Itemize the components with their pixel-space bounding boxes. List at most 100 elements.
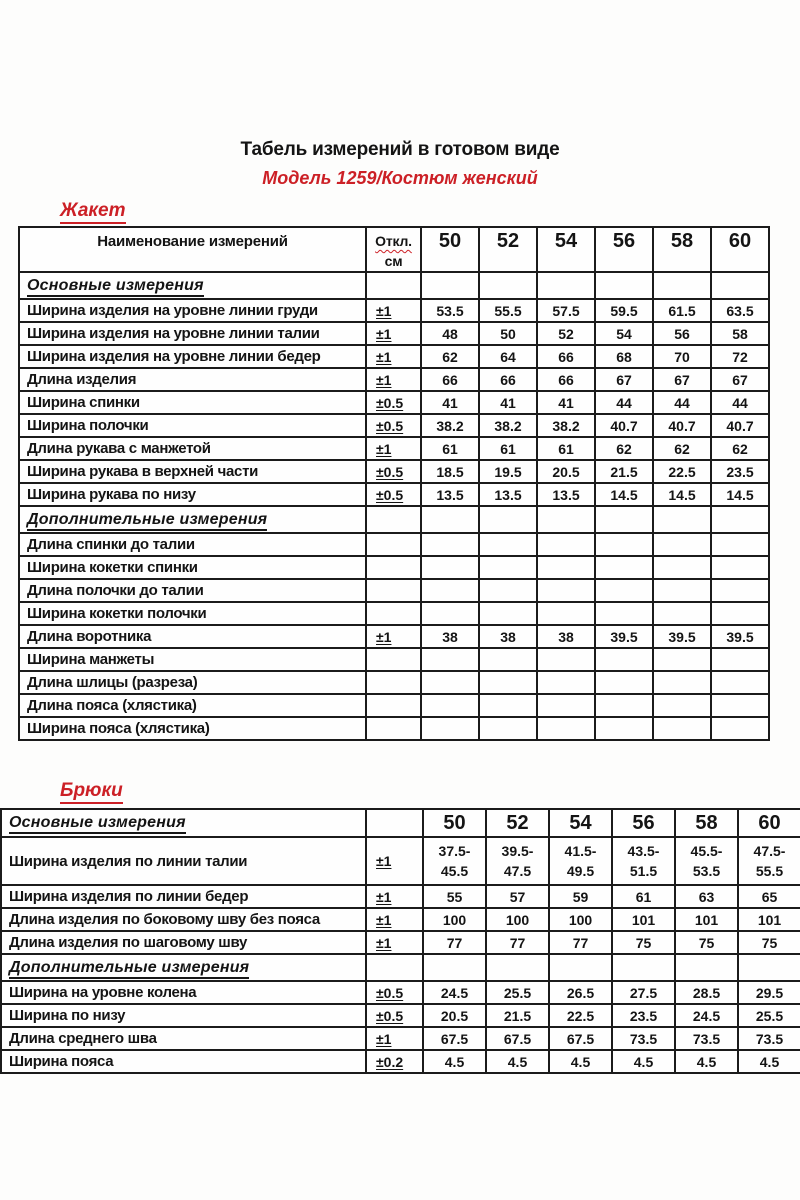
jacket-value-size-54: [536, 555, 596, 580]
jacket-value-size-60: 63.5: [710, 298, 770, 323]
jacket-value-size-58: [652, 601, 712, 626]
jacket-value-size-56: 54: [594, 321, 654, 346]
jacket-value-size-54: [536, 693, 596, 718]
jacket-tolerance: [365, 578, 422, 603]
trousers-measurement-row: Ширина пояса ±0.2 4.5 4.5 4.5 4.5 4.5 4.5: [0, 1049, 800, 1074]
jacket-measurement-name: Длина изделия: [18, 367, 367, 392]
jacket-value-size-50: [420, 647, 480, 672]
jacket-tolerance: [365, 647, 422, 672]
jacket-tolerance: [365, 601, 422, 626]
jacket-value-size-60: 40.7: [710, 413, 770, 438]
jacket-value-size-50: [420, 555, 480, 580]
trousers-size-header-60: 60: [737, 808, 800, 838]
jacket-value-size-52: 38.2: [478, 413, 538, 438]
jacket-value-size-56: 21.5: [594, 459, 654, 484]
trousers-value-size-56: 43.5- 51.5: [611, 836, 676, 886]
trousers-value-size-54: 59: [548, 884, 613, 909]
jacket-measurement-name: Длина полочки до талии: [18, 578, 367, 603]
jacket-value-size-50: [420, 693, 480, 718]
jacket-value-size-54: [536, 716, 596, 741]
jacket-section-row: Основные измерения: [18, 271, 770, 300]
jacket-measurement-row: Длина рукава с манжетой ±1 61 61 61 62 62 62: [18, 436, 770, 461]
jacket-empty-tol-cell: [365, 505, 422, 534]
jacket-empty-value-cell: [652, 271, 712, 300]
trousers-value-size-60: 73.5: [737, 1026, 800, 1051]
trousers-value-size-60: 101: [737, 907, 800, 932]
jacket-value-size-56: [594, 532, 654, 557]
jacket-empty-tol-cell: [365, 271, 422, 300]
jacket-measurement-row: Ширина спинки ±0.5 41 41 41 44 44 44: [18, 390, 770, 415]
jacket-value-size-60: [710, 670, 770, 695]
jacket-measurement-name: Ширина кокетки полочки: [18, 601, 367, 626]
jacket-measurement-name: Ширина рукава в верхней части: [18, 459, 367, 484]
jacket-measurement-row: Ширина полочки ±0.5 38.2 38.2 38.2 40.7 40.7 40…: [18, 413, 770, 438]
jacket-value-size-58: 14.5: [652, 482, 712, 507]
jacket-value-size-60: [710, 555, 770, 580]
jacket-empty-value-cell: [594, 271, 654, 300]
trousers-value-size-50: 55: [422, 884, 487, 909]
trousers-value-size-50: 67.5: [422, 1026, 487, 1051]
jacket-tolerance: ±1: [365, 624, 422, 649]
jacket-value-size-52: 55.5: [478, 298, 538, 323]
jacket-value-size-58: 61.5: [652, 298, 712, 323]
trousers-tolerance: ±0.2: [365, 1049, 424, 1074]
jacket-measurement-name: Ширина пояса (хлястика): [18, 716, 367, 741]
document-subtitle: Модель 1259/Костюм женский: [262, 168, 538, 188]
trousers-value-size-60: 29.5: [737, 980, 800, 1005]
trousers-value-size-50: 100: [422, 907, 487, 932]
jacket-section-label-text: Основные измерения: [27, 276, 204, 297]
trousers-size-header-54: 54: [548, 808, 613, 838]
jacket-value-size-60: 72: [710, 344, 770, 369]
jacket-value-size-58: 22.5: [652, 459, 712, 484]
jacket-section-label: Дополнительные измерения: [18, 505, 367, 534]
jacket-size-header-60: 60: [710, 226, 770, 273]
trousers-measurement-row: Ширина по низу ±0.5 20.5 21.5 22.5 23.5 24.5 25…: [0, 1003, 800, 1028]
trousers-heading: Брюки: [60, 779, 800, 804]
jacket-value-size-52: [478, 555, 538, 580]
trousers-value-size-58: 101: [674, 907, 739, 932]
trousers-tolerance-text: ±0.2: [376, 1053, 404, 1070]
jacket-measurement-name: Длина рукава с манжетой: [18, 436, 367, 461]
trousers-measurements-table: Основные измерения 50 52 54 56 58 60 Ширина изд…: [0, 808, 800, 1074]
jacket-tolerance: ±1: [365, 367, 422, 392]
jacket-tolerance-text: ±1: [376, 325, 392, 342]
jacket-value-size-56: 39.5: [594, 624, 654, 649]
jacket-measurement-row: Длина шлицы (разреза): [18, 670, 770, 695]
trousers-value-size-50: 24.5: [422, 980, 487, 1005]
jacket-value-size-56: [594, 601, 654, 626]
jacket-tolerance: ±1: [365, 436, 422, 461]
jacket-measurement-row: Ширина кокетки полочки: [18, 601, 770, 626]
trousers-measurement-name: Ширина изделия по линии бедер: [0, 884, 367, 909]
jacket-value-size-60: [710, 601, 770, 626]
jacket-value-size-54: [536, 670, 596, 695]
jacket-empty-value-cell: [594, 505, 654, 534]
trousers-size-header-58: 58: [674, 808, 739, 838]
trousers-tolerance-text: ±0.5: [376, 1007, 404, 1024]
jacket-value-size-52: [478, 601, 538, 626]
trousers-tolerance: ±0.5: [365, 980, 424, 1005]
trousers-value-size-60: 65: [737, 884, 800, 909]
jacket-tolerance: [365, 693, 422, 718]
trousers-tolerance: ±1: [365, 1026, 424, 1051]
jacket-value-size-52: 64: [478, 344, 538, 369]
jacket-table-body: Наименование измерений Откл. см 50 52 54 56 58 6…: [18, 226, 770, 741]
jacket-value-size-50: 38: [420, 624, 480, 649]
jacket-measurement-row: Ширина манжеты: [18, 647, 770, 672]
trousers-value-size-58: 4.5: [674, 1049, 739, 1074]
trousers-value-size-54: 41.5- 49.5: [548, 836, 613, 886]
jacket-tolerance-header-line1: Откл.: [375, 233, 412, 249]
jacket-tolerance-text: ±1: [376, 440, 392, 457]
jacket-heading-text: Жакет: [60, 200, 126, 224]
jacket-tolerance: [365, 670, 422, 695]
trousers-value-size-56: 23.5: [611, 1003, 676, 1028]
trousers-value-size-52: 4.5: [485, 1049, 550, 1074]
trousers-value-size-52: 21.5: [485, 1003, 550, 1028]
jacket-tolerance-text: ±1: [376, 371, 392, 388]
trousers-empty-value-cell: [737, 953, 800, 982]
jacket-value-size-52: 61: [478, 436, 538, 461]
jacket-value-size-60: 67: [710, 367, 770, 392]
jacket-name-column-header: Наименование измерений: [18, 226, 367, 273]
jacket-tolerance-column-header: Откл. см: [365, 226, 422, 273]
trousers-measurement-name: Ширина изделия по линии талии: [0, 836, 367, 886]
trousers-value-size-58: 75: [674, 930, 739, 955]
